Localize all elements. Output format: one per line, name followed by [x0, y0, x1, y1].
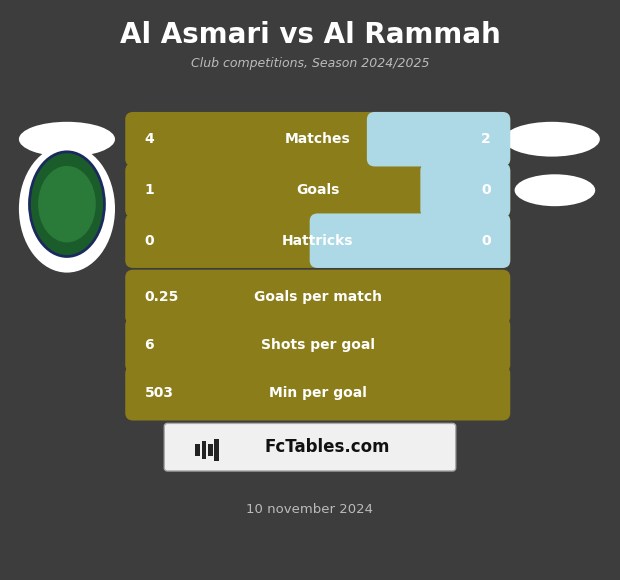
Bar: [202, 441, 206, 459]
FancyBboxPatch shape: [125, 366, 510, 420]
Text: 0.25: 0.25: [144, 290, 179, 304]
Ellipse shape: [30, 152, 104, 256]
FancyBboxPatch shape: [164, 423, 456, 471]
Text: Shots per goal: Shots per goal: [261, 338, 374, 352]
Bar: [208, 444, 213, 456]
FancyBboxPatch shape: [125, 213, 510, 268]
Text: 2: 2: [481, 132, 491, 146]
FancyBboxPatch shape: [420, 163, 510, 218]
Text: 0: 0: [144, 234, 154, 248]
Bar: [428, 171, 440, 210]
FancyBboxPatch shape: [125, 163, 510, 218]
Text: Goals per match: Goals per match: [254, 290, 382, 304]
FancyBboxPatch shape: [125, 318, 510, 372]
Text: Hattricks: Hattricks: [282, 234, 353, 248]
Text: 1: 1: [144, 183, 154, 197]
Bar: [214, 439, 219, 461]
Ellipse shape: [503, 122, 600, 157]
Text: Matches: Matches: [285, 132, 351, 146]
Text: Club competitions, Season 2024/2025: Club competitions, Season 2024/2025: [191, 57, 429, 70]
FancyBboxPatch shape: [125, 270, 510, 324]
Text: 0: 0: [481, 183, 491, 197]
Text: Goals: Goals: [296, 183, 339, 197]
Ellipse shape: [19, 122, 115, 157]
Text: 6: 6: [144, 338, 154, 352]
Text: 10 november 2024: 10 november 2024: [247, 503, 373, 516]
Text: 503: 503: [144, 386, 174, 400]
Ellipse shape: [19, 145, 115, 273]
Text: FcTables.com: FcTables.com: [264, 438, 390, 456]
Ellipse shape: [38, 166, 95, 242]
Bar: [195, 444, 200, 456]
FancyBboxPatch shape: [367, 112, 510, 166]
Bar: [317, 221, 329, 260]
Ellipse shape: [515, 174, 595, 206]
Text: Min per goal: Min per goal: [269, 386, 366, 400]
Text: 4: 4: [144, 132, 154, 146]
FancyBboxPatch shape: [125, 112, 510, 166]
Text: Al Asmari vs Al Rammah: Al Asmari vs Al Rammah: [120, 21, 500, 49]
FancyBboxPatch shape: [309, 213, 510, 268]
Text: 0: 0: [481, 234, 491, 248]
Bar: [375, 119, 386, 159]
